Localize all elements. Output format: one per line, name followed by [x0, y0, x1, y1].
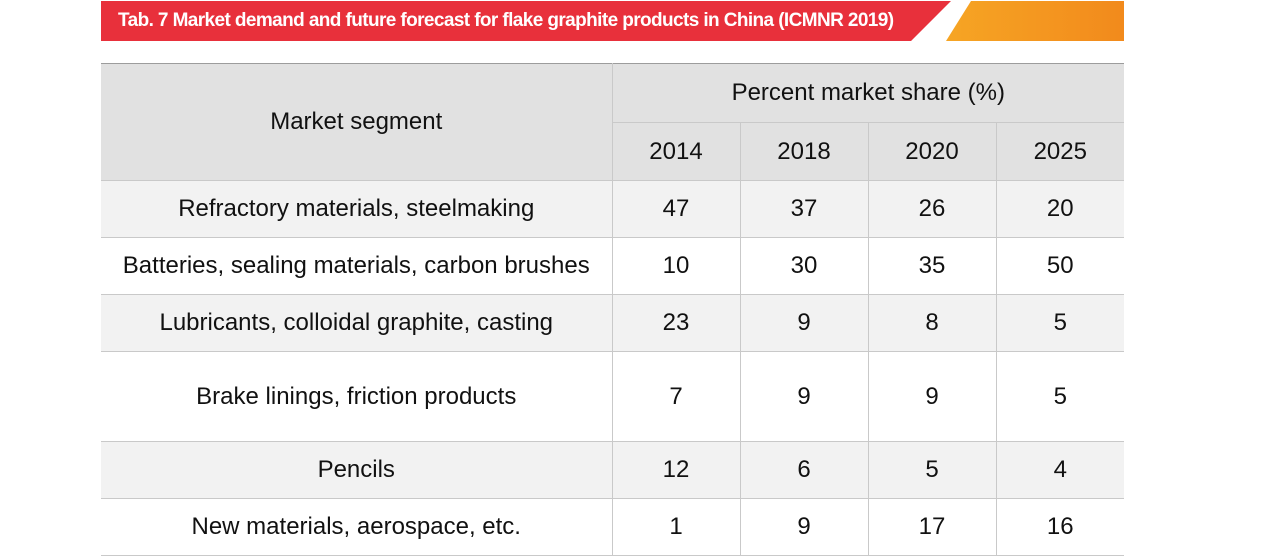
table-caption: Tab. 7 Market demand and future forecast… [118, 10, 894, 31]
banner-red-band [101, 1, 951, 41]
value-cell: 17 [867, 498, 997, 556]
value-cell: 35 [867, 237, 997, 295]
year-header-row: 2014 2018 2020 2025 [101, 122, 1125, 181]
value-cell: 9 [867, 351, 997, 442]
table-row: Batteries, sealing materials, carbon bru… [101, 237, 1125, 295]
value-cell: 6 [739, 441, 869, 499]
segment-cell: Batteries, sealing materials, carbon bru… [101, 237, 613, 295]
value-cell: 10 [611, 237, 741, 295]
value-cell: 26 [867, 180, 997, 238]
segment-cell: Brake linings, friction products [101, 351, 613, 442]
value-cell: 16 [995, 498, 1125, 556]
table-row: Refractory materials, steelmaking 47 37 … [101, 180, 1125, 238]
banner-orange-accent [946, 1, 1124, 41]
segment-cell: Pencils [101, 441, 613, 499]
value-cell: 50 [995, 237, 1125, 295]
table-row: Brake linings, friction products 7 9 9 5 [101, 351, 1125, 442]
value-cell: 23 [611, 294, 741, 352]
market-share-table: Market segment Percent market share (%) … [101, 63, 1125, 556]
segment-cell: New materials, aerospace, etc. [101, 498, 613, 556]
value-cell: 9 [739, 351, 869, 442]
segment-cell: Refractory materials, steelmaking [101, 180, 613, 238]
value-cell: 9 [739, 294, 869, 352]
value-cell: 9 [739, 498, 869, 556]
value-cell: 1 [611, 498, 741, 556]
table-row: Lubricants, colloidal graphite, casting … [101, 294, 1125, 352]
year-header: 2018 [739, 122, 869, 181]
value-cell: 8 [867, 294, 997, 352]
value-cell: 5 [995, 294, 1125, 352]
year-header: 2014 [612, 122, 741, 181]
value-cell: 5 [995, 351, 1125, 442]
year-header: 2025 [995, 122, 1125, 181]
year-header: 2020 [867, 122, 997, 181]
value-cell: 47 [611, 180, 741, 238]
value-cell: 20 [995, 180, 1125, 238]
table-row: Pencils 12 6 5 4 [101, 441, 1125, 499]
value-cell: 30 [739, 237, 869, 295]
value-cell: 12 [611, 441, 741, 499]
segment-cell: Lubricants, colloidal graphite, casting [101, 294, 613, 352]
market-share-header: Percent market share (%) [611, 63, 1125, 123]
table-header-row: Market segment Percent market share (%) [101, 63, 1125, 181]
value-cell: 4 [995, 441, 1125, 499]
table-caption-banner: Tab. 7 Market demand and future forecast… [101, 1, 1124, 41]
table-row: New materials, aerospace, etc. 1 9 17 16 [101, 498, 1125, 556]
value-cell: 37 [739, 180, 869, 238]
value-cell: 5 [867, 441, 997, 499]
value-cell: 7 [611, 351, 741, 442]
segment-column-header: Market segment [101, 63, 613, 181]
